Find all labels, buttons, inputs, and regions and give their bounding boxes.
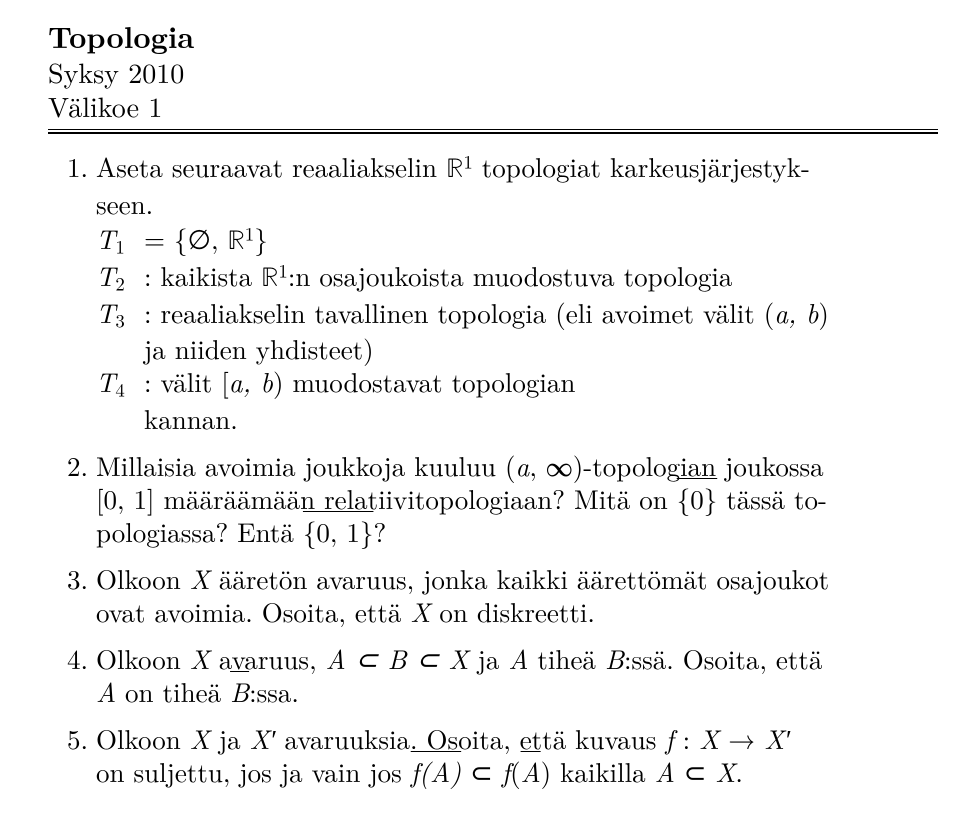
text: ) (541, 752, 552, 790)
text: topologiat karkeusjärjestyk- (473, 147, 810, 185)
text: } (254, 219, 268, 257)
t3-cont: ja niiden yhdisteet) (144, 332, 938, 365)
t4-cont: kannan. (144, 402, 938, 435)
var: X (715, 752, 735, 790)
text: :ssa. (249, 672, 299, 710)
topology-list: T1 = {∅, ℝ1} T2 : kaikista ℝ1:n osajouko… (96, 222, 938, 435)
text: ⊂ (461, 752, 502, 790)
text: on suljettu, jos ja vain jos (96, 752, 411, 790)
t3-row: T3 : reaaliakselin tavallinen topologia … (96, 296, 938, 333)
closure: B (230, 672, 249, 710)
problem-body: Olkoon X avaruus, A ⊂ B ⊂ X ja A tiheä B… (96, 642, 938, 708)
closure: A (521, 752, 541, 790)
text: ) (818, 293, 829, 331)
text: ja (469, 639, 509, 677)
t1-text: = {∅, ℝ1} (144, 222, 938, 259)
text: tässä to- (717, 479, 827, 517)
t1-row: T1 = {∅, ℝ1} (96, 222, 938, 259)
text: T (96, 256, 115, 294)
exponent: 1 (278, 257, 287, 283)
text: on diskreetti. (430, 592, 594, 630)
exam-line: Välikoe 1 (48, 89, 938, 123)
text: ? (373, 512, 386, 550)
problem-list: 1. Aseta seuraavat reaaliakselin ℝ1 topo… (48, 150, 938, 788)
problem-body: Olkoon X ääretön avaruus, jonka kaikki ä… (96, 562, 938, 628)
text: : kaikista (144, 256, 261, 294)
t3-label: T3 (96, 296, 144, 333)
text: T (96, 293, 115, 331)
text: pologiassa? Entä (96, 512, 303, 550)
var: A (655, 752, 675, 790)
closure: f(A) (411, 752, 461, 790)
real-symbol: ℝ (261, 265, 278, 292)
problem-number: 5. (48, 722, 96, 788)
problem-1: 1. Aseta seuraavat reaaliakselin ℝ1 topo… (48, 150, 938, 435)
text: tiheä (528, 639, 605, 677)
document-page: Topologia Syksy 2010 Välikoe 1 1. Aseta … (0, 0, 960, 788)
var: X′ (764, 719, 790, 757)
text: . (735, 752, 743, 790)
text: T (96, 219, 115, 257)
header-inner: Topologia Syksy 2010 Välikoe 1 (48, 18, 938, 130)
expr: A ⊂ B ⊂ X (326, 639, 469, 677)
t4-label: T4 (96, 365, 144, 402)
text: ovat avoimia. Osoita, että (96, 592, 410, 630)
problem-body: Millaisia avoimia joukkoja kuuluu (a, ∞)… (96, 449, 938, 548)
var: a, b (229, 362, 273, 400)
header-block: Topologia Syksy 2010 Välikoe 1 (48, 18, 938, 134)
problem-body: Olkoon X ja X′ avaruuksia. Osoita, että … (96, 722, 938, 788)
real-symbol: ℝ (446, 156, 463, 183)
text: : reaaliakselin tavallinen topologia (el… (144, 293, 774, 331)
text: ⊂ (675, 752, 716, 790)
text: = {∅, (144, 219, 228, 257)
text: : välit [ (144, 362, 229, 400)
problem-body: Aseta seuraavat reaaliakselin ℝ1 topolog… (96, 150, 938, 435)
problem-number: 2. (48, 449, 96, 548)
text: :n osajoukoista muodostuva topologia (288, 256, 733, 294)
var: A (508, 639, 528, 677)
var: A (96, 672, 116, 710)
var: a, b (774, 293, 818, 331)
var: B (605, 639, 624, 677)
text: :ssä. Osoita, että (624, 639, 822, 677)
course-title: Topologia (48, 18, 938, 55)
text: ( (510, 752, 521, 790)
sub: 1 (115, 234, 124, 260)
text: on tiheä (116, 672, 230, 710)
text: kaikilla (551, 752, 655, 790)
sub: 2 (115, 270, 124, 296)
closure: {0} (677, 479, 718, 517)
t2-text: : kaikista ℝ1:n osajoukoista muodostuva … (144, 259, 938, 296)
sub: 3 (115, 307, 124, 333)
problem-number: 3. (48, 562, 96, 628)
problem-number: 1. (48, 150, 96, 435)
var: f (502, 752, 510, 790)
exponent: 1 (463, 148, 472, 174)
text: ) muodostavat topologian (273, 362, 575, 400)
t1-label: T1 (96, 222, 144, 259)
problem-4: 4. Olkoon X avaruus, A ⊂ B ⊂ X ja A tihe… (48, 642, 938, 708)
problem-5: 5. Olkoon X ja X′ avaruuksia. Osoita, et… (48, 722, 938, 788)
expr: f(A) (411, 752, 461, 790)
t2-label: T2 (96, 259, 144, 296)
real-symbol: ℝ (228, 228, 245, 255)
closure: {0, 1} (303, 512, 374, 550)
t3-text: : reaaliakselin tavallinen topologia (el… (144, 296, 938, 329)
problem-3: 3. Olkoon X ääretön avaruus, jonka kaikk… (48, 562, 938, 628)
text: T (96, 362, 115, 400)
term-line: Syksy 2010 (48, 55, 938, 89)
text: seen. (96, 184, 153, 222)
text: Aseta seuraavat reaaliakselin (96, 147, 446, 185)
sub: 4 (115, 377, 124, 403)
exponent: 1 (245, 220, 254, 246)
t2-row: T2 : kaikista ℝ1:n osajoukoista muodostu… (96, 259, 938, 296)
problem-2: 2. Millaisia avoimia joukkoja kuuluu (a,… (48, 449, 938, 548)
problem-number: 4. (48, 642, 96, 708)
var: X (410, 592, 430, 630)
t4-row: T4 : välit [a, b) muodostavat topologian (96, 365, 938, 402)
t4-text: : välit [a, b) muodostavat topologian (144, 365, 938, 398)
